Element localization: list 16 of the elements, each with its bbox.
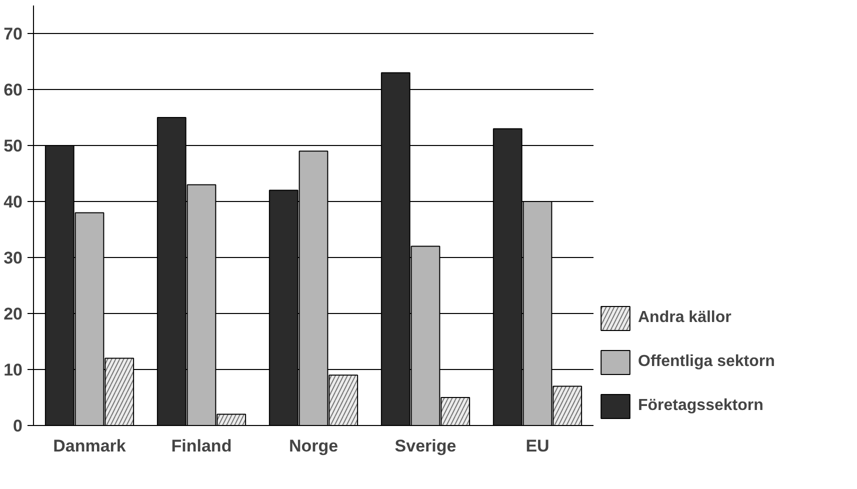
y-tick-label: 70 bbox=[4, 24, 23, 44]
y-tick-label: 20 bbox=[4, 304, 23, 324]
legend-label: Andra källor bbox=[638, 309, 732, 327]
legend-label: Företagssektorn bbox=[638, 397, 764, 415]
y-tick-label: 30 bbox=[4, 248, 23, 268]
y-tick-label: 0 bbox=[13, 416, 23, 436]
y-tick-label: 10 bbox=[4, 360, 23, 380]
x-tick-label: Finland bbox=[171, 436, 232, 456]
y-tick-label: 60 bbox=[4, 80, 23, 100]
y-tick-label: 40 bbox=[4, 192, 23, 212]
x-tick-label: Norge bbox=[288, 436, 338, 456]
y-tick-label: 50 bbox=[4, 136, 23, 156]
legend-label: Offentliga sektorn bbox=[638, 353, 775, 371]
x-tick-label: EU bbox=[526, 436, 550, 456]
x-tick-label: Sverige bbox=[394, 436, 456, 456]
x-tick-label: Danmark bbox=[53, 436, 126, 456]
